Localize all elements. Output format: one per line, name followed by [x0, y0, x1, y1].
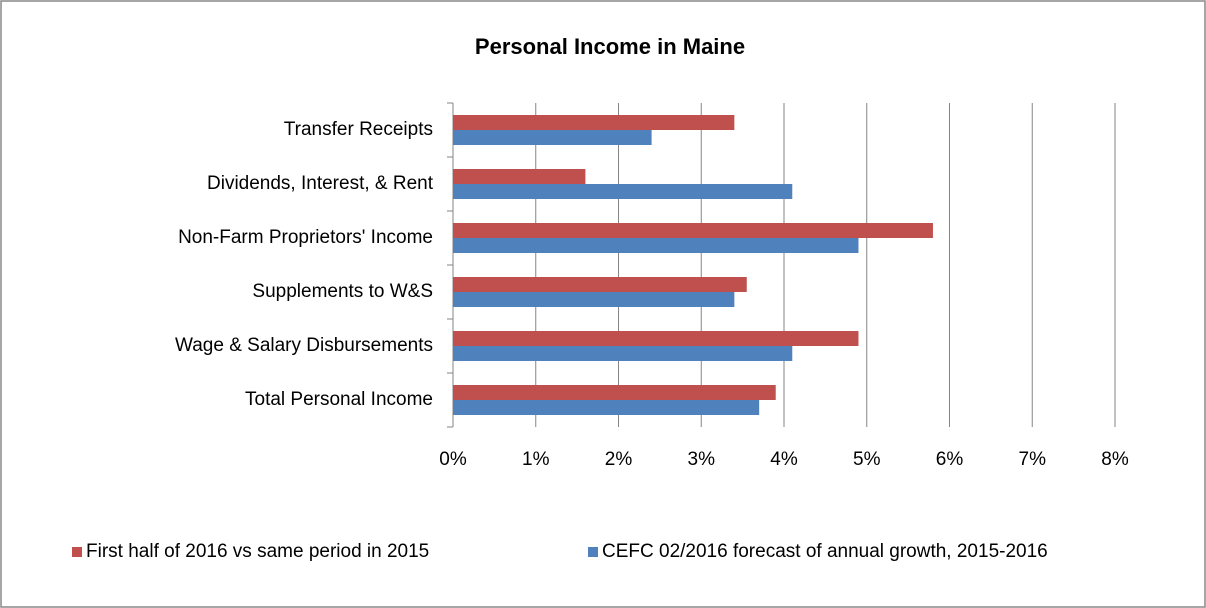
y-tick-label: Non-Farm Proprietors' Income	[178, 227, 433, 248]
x-tick-label: 5%	[853, 449, 881, 470]
bar	[453, 238, 859, 253]
x-tick-label: 3%	[688, 449, 716, 470]
y-tick-label: Transfer Receipts	[284, 119, 433, 140]
legend-swatch	[72, 547, 82, 557]
bar	[453, 400, 760, 415]
x-tick-label: 4%	[770, 449, 798, 470]
legend-label: CEFC 02/2016 forecast of annual growth, …	[602, 541, 1048, 562]
x-tick-label: 0%	[439, 449, 467, 470]
y-tick-label: Wage & Salary Disbursements	[175, 335, 433, 356]
y-tick-label: Dividends, Interest, & Rent	[207, 173, 434, 194]
x-tick-label: 6%	[936, 449, 964, 470]
bar	[453, 385, 776, 400]
bar	[453, 292, 735, 307]
bar	[453, 184, 793, 199]
bar	[453, 130, 652, 145]
x-tick-label: 1%	[522, 449, 550, 470]
y-tick-label: Total Personal Income	[245, 389, 433, 410]
bar	[453, 331, 859, 346]
bar	[453, 169, 586, 184]
bar	[453, 277, 747, 292]
legend-label: First half of 2016 vs same period in 201…	[86, 541, 429, 562]
legend-swatch	[588, 547, 598, 557]
x-tick-label: 2%	[605, 449, 633, 470]
bar	[453, 223, 933, 238]
x-tick-label: 8%	[1101, 449, 1129, 470]
x-tick-label: 7%	[1019, 449, 1047, 470]
chart-title: Personal Income in Maine	[475, 34, 745, 59]
bar	[453, 346, 793, 361]
y-tick-label: Supplements to W&S	[252, 281, 433, 302]
bar	[453, 115, 735, 130]
